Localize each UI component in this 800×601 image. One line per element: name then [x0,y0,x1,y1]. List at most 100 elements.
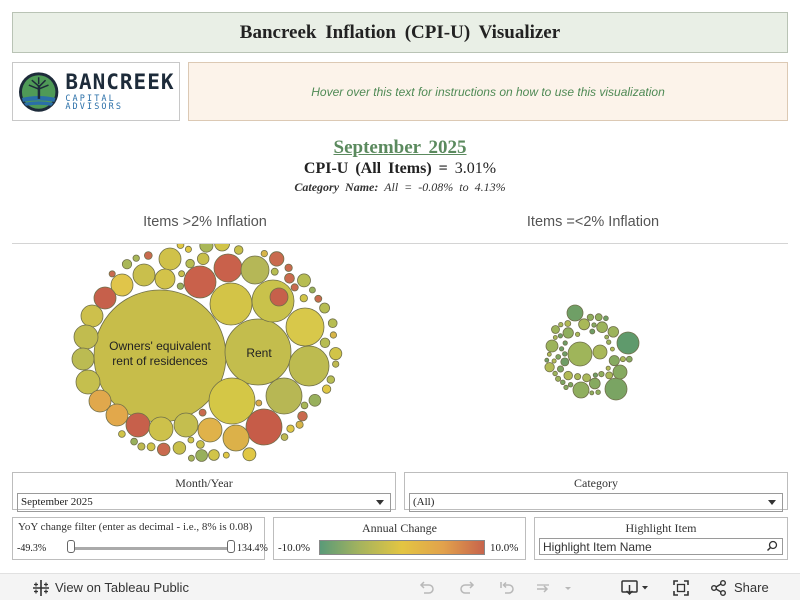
bubble[interactable] [108,270,116,278]
bubble[interactable] [544,362,555,373]
bubble[interactable] [197,417,223,443]
bubble[interactable] [589,328,596,335]
bubble[interactable] [178,270,186,278]
bubble[interactable] [208,449,220,461]
bubble[interactable] [608,355,620,367]
bubble[interactable] [176,244,185,249]
bubble[interactable] [198,408,207,417]
bubble[interactable] [195,449,208,462]
bubble[interactable] [187,436,195,444]
bubble[interactable] [578,318,590,331]
bubble[interactable] [245,408,283,446]
bubble[interactable] [562,340,568,346]
month-year-select[interactable]: September 2025 [17,493,391,512]
revert-button[interactable] [498,574,516,601]
bubble[interactable] [284,263,293,272]
bubble[interactable] [240,255,270,285]
bubble[interactable] [558,346,565,352]
bubble[interactable] [121,259,133,270]
undo-button[interactable] [418,574,436,601]
bubble[interactable] [574,331,581,337]
bubble[interactable] [552,335,558,340]
bubble[interactable] [560,379,566,385]
bubble[interactable] [551,325,560,334]
bubble[interactable] [209,282,253,326]
bubble[interactable] [606,339,612,345]
bubble[interactable] [297,410,308,422]
bubble[interactable] [604,334,610,340]
bubble[interactable] [75,369,101,395]
bubble[interactable] [148,416,174,442]
bubble[interactable] [208,377,256,425]
highlight-item-filter[interactable]: Highlight Item Highlight Item Name [534,517,788,560]
redo-button[interactable] [458,574,476,601]
bubble[interactable] [329,331,337,339]
bubble[interactable] [563,384,569,390]
bubble[interactable] [173,412,199,438]
bubble[interactable] [555,354,561,360]
fullscreen-button[interactable] [672,574,690,601]
bubble[interactable] [591,322,597,328]
bubble[interactable] [308,394,322,407]
bubble[interactable] [213,253,243,283]
bubble[interactable] [557,365,565,373]
bubble[interactable] [297,273,311,288]
bubble[interactable] [332,360,340,368]
bubble[interactable] [319,302,331,314]
bubble[interactable] [280,433,289,441]
bubble[interactable] [196,440,205,449]
bubble[interactable] [73,324,99,350]
bubble[interactable] [604,377,628,401]
bubble[interactable] [300,401,309,410]
bubble[interactable] [557,333,564,339]
bubble[interactable] [146,442,156,452]
bubble[interactable] [610,346,615,352]
bubble[interactable] [269,287,289,307]
instructions-hover-text[interactable]: Hover over this text for instructions on… [188,62,788,121]
bubble[interactable] [172,441,187,455]
bubble[interactable] [154,268,176,290]
category-select[interactable]: (All) [409,493,783,512]
bubble[interactable] [319,337,331,349]
bubble[interactable] [546,351,552,357]
search-icon[interactable] [766,540,778,556]
bubble[interactable] [619,356,626,363]
bubble[interactable] [562,327,574,339]
bubble[interactable] [130,437,138,446]
bubble[interactable] [321,384,332,394]
bubble[interactable] [625,355,633,363]
low-inflation-bubbles[interactable] [544,304,640,401]
bubble[interactable] [592,344,608,360]
bubble[interactable] [598,371,605,378]
bubble-chart[interactable]: Owners' equivalent rent of residences Re… [0,244,800,469]
bubble[interactable] [260,250,268,258]
bubble[interactable] [582,373,591,383]
bubble[interactable] [270,267,279,276]
bubble[interactable] [299,294,308,303]
bubble[interactable] [558,322,564,328]
bubble[interactable] [592,372,599,378]
category-filter[interactable]: Category (All) [404,472,788,512]
bubble[interactable] [327,318,338,328]
bubble[interactable] [105,403,129,427]
bubble[interactable] [118,430,126,438]
bubble[interactable] [286,424,295,433]
bubble[interactable] [567,381,574,388]
bubble[interactable] [176,282,184,290]
yoy-change-filter[interactable]: YoY change filter (enter as decimal - i.… [12,517,268,560]
bubble[interactable] [185,258,195,269]
bubble[interactable] [196,252,210,266]
bubble[interactable] [551,358,557,364]
bubble[interactable] [284,272,295,284]
bubble[interactable] [572,381,590,399]
bubble[interactable] [214,244,230,252]
highlight-search-input[interactable]: Highlight Item Name [539,538,783,555]
bubble[interactable] [137,442,146,451]
bubble[interactable] [255,399,263,407]
bubble[interactable] [566,304,584,322]
bubble[interactable] [605,371,614,380]
bubble[interactable] [80,304,104,328]
bubble[interactable] [156,442,171,457]
bubble[interactable] [144,251,153,260]
bubble[interactable] [183,265,217,299]
